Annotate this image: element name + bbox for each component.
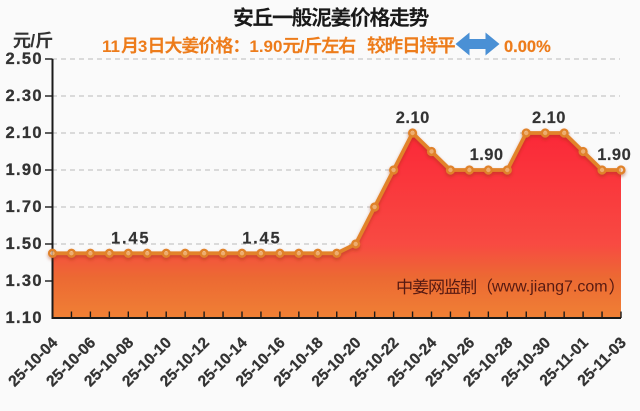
svg-text:1.90: 1.90 [470, 146, 504, 164]
svg-text:1.10: 1.10 [6, 309, 42, 327]
svg-text:2.10: 2.10 [532, 109, 566, 127]
svg-text:0.00%: 0.00% [504, 38, 551, 56]
svg-text:1.50: 1.50 [6, 235, 42, 253]
svg-text:3: 3 [138, 37, 147, 56]
svg-text:www.jiang7.com: www.jiang7.com [491, 279, 608, 296]
svg-text:1.70: 1.70 [6, 198, 42, 216]
svg-text:2.50: 2.50 [6, 50, 42, 68]
svg-text:11: 11 [102, 37, 120, 56]
svg-text:1.45: 1.45 [111, 229, 149, 247]
svg-text:/: / [30, 31, 35, 51]
svg-text:2.10: 2.10 [396, 109, 430, 127]
svg-text:2.30: 2.30 [6, 87, 42, 105]
svg-text:1.30: 1.30 [6, 272, 42, 290]
svg-text:1.90: 1.90 [249, 37, 282, 56]
svg-text:1.90: 1.90 [6, 161, 42, 179]
svg-text:2.10: 2.10 [6, 124, 42, 142]
svg-text:1.45: 1.45 [242, 229, 280, 247]
svg-text:1.90: 1.90 [597, 146, 631, 164]
svg-text:/: / [299, 37, 304, 56]
